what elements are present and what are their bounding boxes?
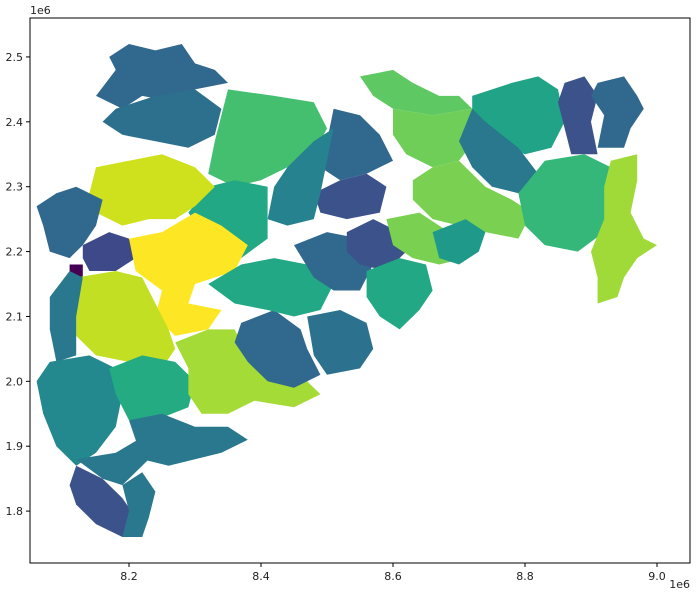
district-region: [69, 465, 136, 537]
district-regions: [36, 44, 657, 537]
district-region: [558, 76, 598, 155]
district-region: [208, 89, 327, 187]
y-tick-label: 1.8: [6, 505, 24, 518]
y-tick-label: 2.0: [6, 375, 24, 388]
y-offset-label: 1e6: [30, 4, 51, 17]
district-region: [591, 76, 644, 148]
x-tick-label: 8.4: [252, 570, 270, 583]
y-axis-ticks: 1.8 1.9 2.0 2.1 2.2 2.3 2.4 2.5: [6, 51, 30, 518]
axes-frame: [29, 17, 691, 564]
district-region: [267, 128, 334, 226]
y-tick-label: 2.1: [6, 310, 24, 323]
district-region: [96, 44, 228, 109]
district-region: [102, 89, 222, 148]
x-tick-label: 8.8: [516, 570, 534, 583]
district-region: [307, 310, 374, 375]
district-region: [82, 232, 136, 271]
district-region: [129, 212, 248, 336]
district-region: [122, 472, 156, 537]
district-region: [208, 258, 334, 317]
district-region: [320, 108, 393, 181]
district-region: [36, 186, 103, 259]
district-region: [518, 154, 611, 252]
district-region: [591, 154, 657, 304]
x-tick-label: 8.2: [120, 570, 138, 583]
district-region: [360, 69, 473, 116]
x-tick-label: 9.0: [648, 570, 666, 583]
y-tick-label: 2.3: [6, 181, 24, 194]
district-region: [36, 355, 123, 466]
district-region: [313, 173, 387, 220]
y-tick-label: 2.4: [6, 116, 24, 129]
x-axis-ticks: 8.2 8.4 8.6 8.8 9.0: [120, 563, 666, 583]
district-region: [89, 154, 215, 226]
district-region: [49, 271, 83, 362]
y-tick-label: 2.5: [6, 51, 24, 64]
x-tick-label: 8.6: [384, 570, 402, 583]
district-region: [234, 310, 321, 388]
district-region: [432, 219, 486, 265]
district-region: [129, 413, 248, 466]
x-offset-label: 1e6: [669, 578, 690, 591]
district-region: [109, 355, 195, 421]
y-tick-label: 1.9: [6, 440, 24, 453]
district-region: [366, 258, 433, 330]
y-tick-label: 2.2: [6, 246, 24, 259]
district-region: [459, 108, 539, 194]
district-region: [76, 271, 176, 369]
district-region: [412, 160, 532, 239]
district-region: [393, 108, 479, 168]
district-region: [175, 329, 321, 414]
